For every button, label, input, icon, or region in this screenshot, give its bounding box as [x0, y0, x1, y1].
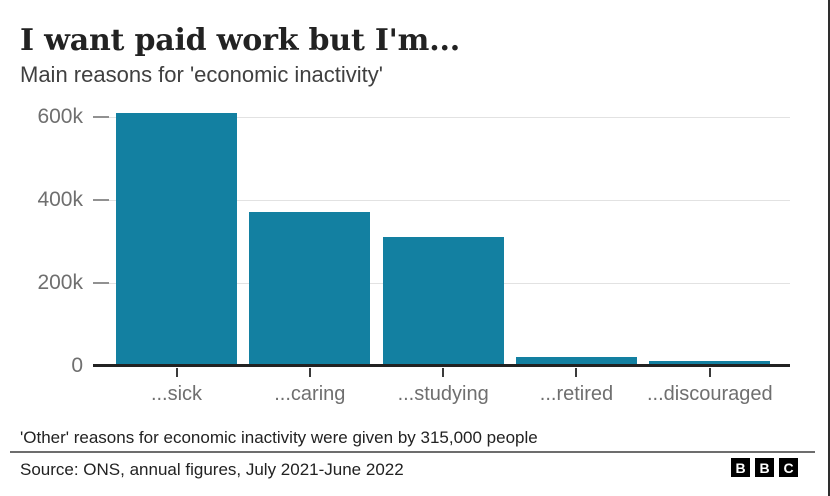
y-axis-tick-label: 200k — [37, 271, 83, 294]
y-axis-tick — [93, 282, 109, 284]
gridline — [93, 116, 790, 118]
y-axis-tick — [93, 199, 109, 201]
plot-area: 0 200k 400k 600k ...sick ...caring ...studying… — [37, 96, 790, 405]
bar-studying — [382, 237, 504, 366]
bar-discouraged — [649, 361, 771, 366]
bar-sick — [116, 113, 237, 366]
x-axis-tick — [442, 368, 445, 377]
x-axis-tick — [708, 368, 711, 377]
gridline — [93, 199, 790, 201]
bar-caring — [249, 212, 371, 366]
y-axis-tick-label: 400k — [37, 188, 83, 211]
bbc-logo-block-b1: B — [731, 458, 750, 477]
x-axis-tick-label: ...studying — [397, 383, 489, 405]
x-axis-tick-label: ...discouraged — [646, 383, 773, 405]
footer-divider — [10, 451, 815, 453]
bbc-logo-block-b2: B — [755, 458, 774, 477]
chart-subtitle: Main reasons for 'economic inactivity' — [20, 62, 383, 87]
chart-footnote: 'Other' reasons for economic inactivity … — [20, 428, 538, 447]
x-axis-tick — [575, 368, 578, 377]
source-caption: Source: ONS, annual figures, July 2021-J… — [20, 460, 404, 479]
x-axis-tick-label: ...sick — [150, 383, 203, 405]
bbc-logo-block-c: C — [779, 458, 798, 477]
x-axis-line — [93, 364, 790, 367]
bar-retired — [515, 357, 637, 366]
y-axis-tick-label: 600k — [37, 105, 83, 128]
y-axis-tick-label: 0 — [71, 354, 83, 377]
x-axis-tick — [308, 368, 311, 377]
x-axis-tick — [175, 368, 178, 377]
y-axis-tick — [93, 116, 109, 118]
chart-title: I want paid work but I'm... — [20, 23, 460, 58]
x-axis-tick-label: ...retired — [539, 383, 614, 405]
x-axis-tick-label: ...caring — [274, 383, 346, 405]
bbc-logo: B B C — [731, 458, 798, 477]
